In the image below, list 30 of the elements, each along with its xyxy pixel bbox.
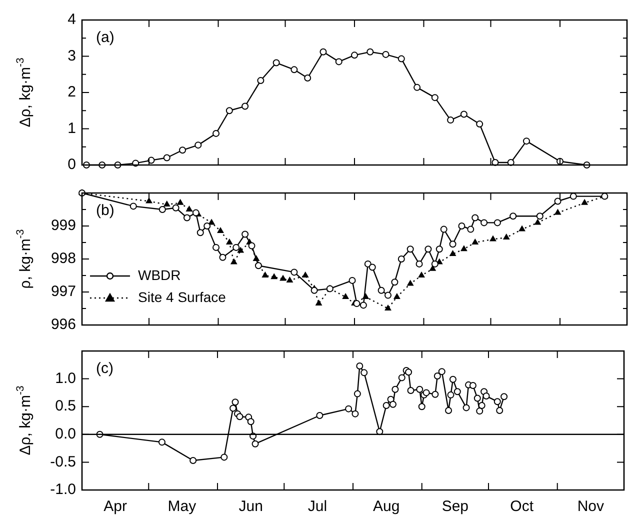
legend-label: Site 4 Surface [138,288,226,305]
legend-label: WBDR [138,266,181,283]
y-axis-title: Δρ, kg·m-3 [14,386,34,456]
y-tick-label: 0.0 [55,426,76,443]
y-tick-label: 1 [68,120,76,137]
y-tick-label: 3 [68,47,76,64]
x-tick-label: May [168,498,197,516]
y-tick-label: -0.5 [50,453,76,470]
y-tick-label: 0 [68,156,76,174]
y-tick-label: 2 [68,84,76,101]
y-axis-title: Δρ, kg·m-3 [14,58,34,128]
y-axis-title: ρ, kg·m-3 [14,229,34,289]
y-tick-label: 4 [68,11,76,28]
annotation: (c) [96,360,114,377]
annotation: (b) [96,202,114,219]
x-tick-label: Sep [442,498,469,516]
x-tick-label: Oct [510,498,534,516]
y-tick-label: 999 [50,217,76,234]
x-tick-label: Aug [372,498,400,516]
y-tick-label: -1.0 [50,481,76,498]
y-tick-label: 997 [50,283,76,300]
y-tick-label: 998 [50,250,76,268]
x-tick-label: Jul [308,498,328,516]
x-tick-label: Apr [104,498,127,516]
y-tick-label: 0.5 [55,398,76,415]
y-tick-label: 1.0 [55,370,76,387]
x-tick-label: Jun [238,498,263,516]
x-tick-label: Nov [577,498,605,516]
annotation: (a) [96,29,114,46]
y-tick-label: 996 [50,316,76,334]
